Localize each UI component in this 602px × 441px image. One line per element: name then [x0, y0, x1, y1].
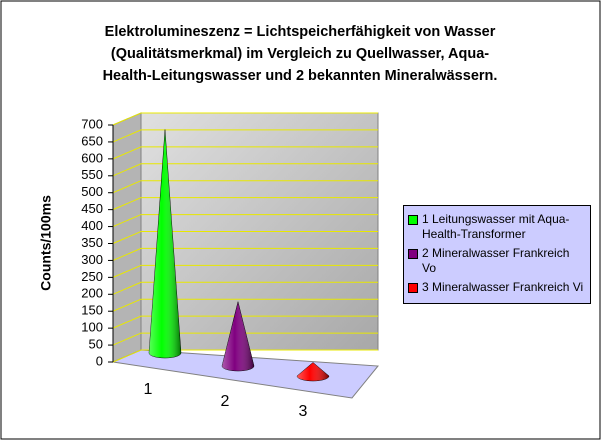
- y-tick-label: 450: [81, 201, 103, 216]
- legend-swatch: [408, 249, 418, 259]
- grid-line: [112, 349, 378, 363]
- grid-line: [112, 129, 378, 143]
- cone: [221, 301, 255, 372]
- x-tick-label: 2: [221, 393, 230, 410]
- legend-label: 2 Mineralwasser Frankreich Vo: [422, 246, 570, 275]
- y-tick-label: 250: [81, 269, 103, 284]
- y-tick-label: 550: [81, 167, 103, 182]
- legend-swatch: [408, 215, 418, 225]
- y-tick-label: 500: [81, 184, 103, 199]
- grid-line: [112, 264, 378, 278]
- grid-line: [112, 315, 378, 329]
- x-tick-label: 1: [144, 381, 153, 398]
- y-tick-label: 650: [81, 133, 103, 148]
- cone: [296, 362, 330, 382]
- grid-line: [112, 146, 378, 160]
- cone-shade: [222, 301, 254, 371]
- legend-item: 3 Mineralwasser Frankreich Vi: [408, 280, 586, 295]
- y-tick-label: 150: [81, 303, 103, 318]
- grid-line: [112, 281, 378, 295]
- grid-line: [112, 214, 378, 228]
- chart-title: Elektrolumineszenz = Lichtspeicherfähigk…: [105, 24, 496, 40]
- cone-shade: [149, 129, 181, 358]
- legend-item: 2 Mineralwasser Frankreich Vo: [408, 246, 586, 276]
- grid-line: [112, 332, 378, 346]
- y-tick-label: 600: [81, 150, 103, 165]
- legend-label: 1 Leitungswasser mit Aqua-Health-Transfo…: [422, 212, 570, 241]
- grid-line: [112, 197, 378, 211]
- grid-line: [112, 247, 378, 261]
- legend-item: 1 Leitungswasser mit Aqua-Health-Transfo…: [408, 212, 586, 242]
- y-tick-label: 50: [89, 337, 103, 352]
- cone: [148, 129, 182, 359]
- grid-line: [112, 298, 378, 312]
- y-axis-label: Counts/100ms: [38, 195, 54, 291]
- y-tick-label: 100: [81, 320, 103, 335]
- y-tick-label: 200: [81, 286, 103, 301]
- grid-line: [112, 163, 378, 177]
- cone-shade: [297, 362, 329, 381]
- legend-swatch: [408, 283, 418, 293]
- grid-line: [112, 112, 378, 126]
- legend: 1 Leitungswasser mit Aqua-Health-Transfo…: [403, 205, 591, 304]
- y-tick-label: 400: [81, 218, 103, 233]
- grid-line: [112, 231, 378, 244]
- y-tick-label: 350: [81, 235, 103, 250]
- legend-label: 3 Mineralwasser Frankreich Vi: [422, 280, 584, 294]
- y-tick-label: 300: [81, 252, 103, 267]
- chart-title: (Qualitätsmerkmal) im Vergleich zu Quell…: [111, 46, 489, 62]
- x-tick-label: 3: [299, 403, 308, 420]
- y-tick-label: 0: [96, 353, 103, 368]
- chart-title: Health-Leitungswasser und 2 bekannten Mi…: [103, 68, 498, 84]
- grid-line: [112, 180, 378, 194]
- y-tick-label: 700: [81, 116, 103, 131]
